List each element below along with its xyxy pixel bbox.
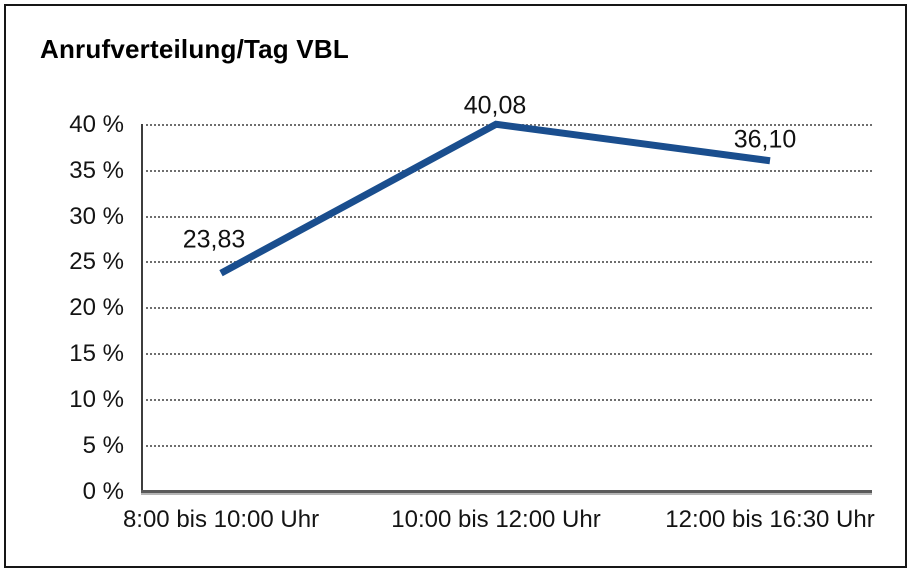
chart-title: Anrufverteilung/Tag VBL (40, 34, 349, 64)
y-axis-tick-label: 40 % (69, 111, 124, 138)
y-axis-tick-label: 0 % (82, 477, 124, 505)
gridline (141, 169, 872, 172)
y-axis-tick-label: 30 % (69, 202, 124, 230)
gridline (141, 307, 872, 310)
data-point-label: 36,10 (733, 125, 797, 154)
gridline (141, 353, 872, 356)
y-axis-tick-label: 25 % (69, 248, 124, 276)
x-axis-category-label: 12:00 bis 16:30 Uhr (665, 506, 875, 533)
gridline (141, 215, 872, 218)
data-point-label: 23,83 (182, 225, 246, 254)
y-axis-tick-label: 20 % (69, 294, 124, 322)
gridline (141, 444, 872, 447)
chart-outer-frame (4, 4, 907, 568)
x-axis-category-label: 8:00 bis 10:00 Uhr (122, 506, 320, 533)
data-point-label: 40,08 (463, 91, 527, 120)
y-axis-tick-label: 15 % (69, 340, 124, 368)
y-axis-tick-label: 10 % (69, 385, 124, 413)
x-axis-category-label: 10:00 bis 12:00 Uhr (391, 506, 601, 533)
y-axis-tick-label: 35 % (69, 156, 124, 184)
gridline (141, 261, 872, 264)
x-axis-line (141, 490, 872, 493)
y-axis-line (141, 124, 143, 493)
y-axis-tick-label: 5 % (82, 431, 124, 459)
gridline (141, 398, 872, 401)
